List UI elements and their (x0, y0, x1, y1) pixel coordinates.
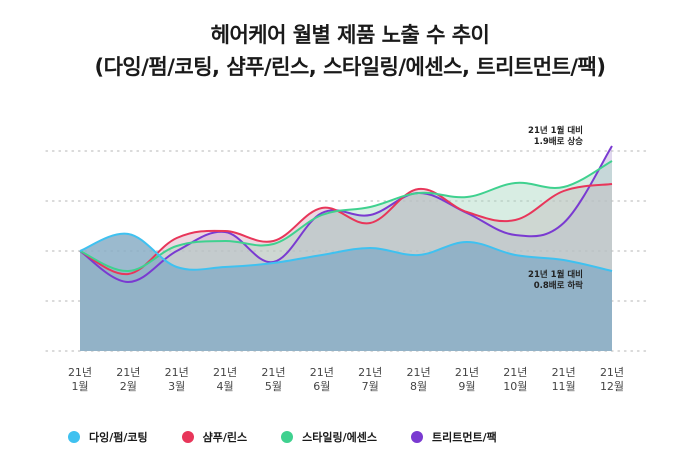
legend-swatch (411, 431, 423, 443)
annotation-label: 21년 1월 대비 0.8배로 하락 (528, 269, 583, 291)
annotation-label: 21년 1월 대비 1.9배로 상승 (528, 125, 583, 147)
x-tick-label: 21년 3월 (165, 366, 189, 393)
chart-legend: 다잉/펌/코팅 샴푸/린스 스타일링/에센스 트리트먼트/팩 (68, 428, 497, 446)
chart-title-line1: 헤어케어 월별 제품 노출 수 추이 (210, 23, 490, 47)
chart-title-line2: (다잉/펌/코팅, 샴푸/린스, 스타일링/에센스, 트리트먼트/팩) (94, 55, 606, 79)
series-line-treatment (79, 145, 613, 283)
x-tick-label: 21년 12월 (600, 366, 624, 393)
legend-item-treatment: 트리트먼트/팩 (411, 429, 497, 445)
x-tick-label: 21년 6월 (310, 366, 334, 393)
x-tick-label: 21년 4월 (213, 366, 237, 393)
legend-label: 샴푸/린스 (202, 431, 248, 444)
legend-label: 트리트먼트/팩 (432, 431, 497, 444)
area-chart: 21년 1월 21년 2월 21년 3월 21년 4월 21년 5월 21년 6월 21년 7월 21년 8월… (45, 125, 651, 393)
legend-label: 스타일링/에센스 (302, 431, 377, 444)
x-tick-label: 21년 7월 (358, 366, 382, 393)
x-tick-label: 21년 11월 (552, 366, 576, 393)
legend-swatch (281, 431, 294, 443)
series-line-styling (79, 160, 613, 273)
legend-swatch (68, 431, 80, 443)
legend-item-shampoo: 샴푸/린스 (181, 429, 248, 445)
series-line-shampoo (79, 183, 613, 276)
series-line-dyeing (79, 232, 613, 272)
x-tick-label: 21년 2월 (116, 366, 140, 393)
x-tick-label: 21년 8월 (406, 366, 430, 393)
x-tick-label: 21년 1월 (68, 366, 92, 393)
x-tick-label: 21년 10월 (503, 366, 527, 393)
legend-swatch (181, 431, 194, 443)
legend-label: 다잉/펌/코팅 (89, 431, 148, 444)
legend-item-styling: 스타일링/에센스 (281, 429, 377, 445)
legend-item-dyeing: 다잉/펌/코팅 (68, 429, 148, 445)
series-area-dyeing (80, 233, 612, 351)
x-tick-label: 21년 5월 (261, 366, 285, 393)
x-tick-label: 21년 9월 (455, 366, 479, 393)
